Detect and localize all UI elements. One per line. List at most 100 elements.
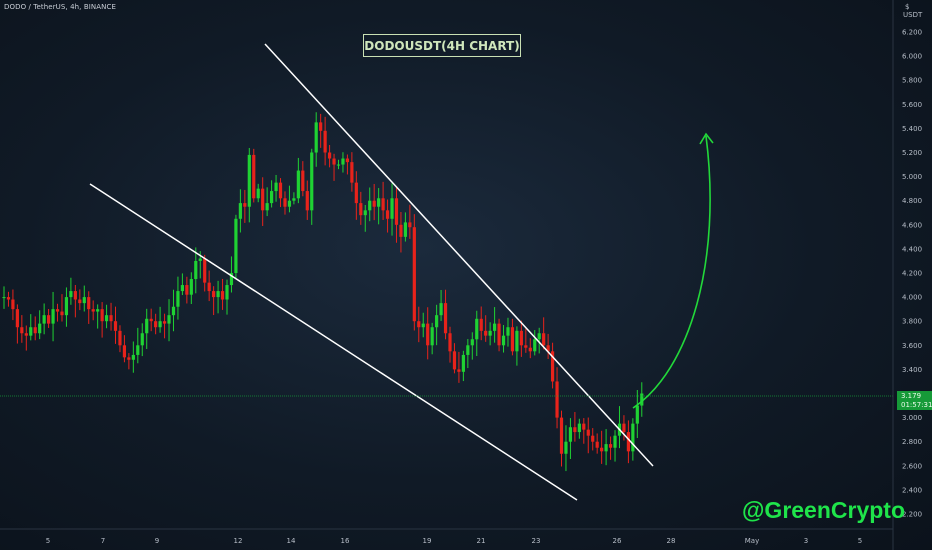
- candle-body: [497, 323, 501, 346]
- candle-body: [296, 170, 300, 199]
- time-tick-label: 7: [101, 537, 105, 545]
- candle-body: [122, 345, 127, 358]
- time-tick-label: 14: [287, 537, 296, 545]
- candle-body: [167, 315, 171, 324]
- candle-body: [15, 309, 19, 328]
- candle-body: [220, 291, 225, 300]
- candle-body: [323, 130, 327, 153]
- candle-body: [573, 427, 577, 433]
- candle-body: [568, 427, 573, 442]
- candle-body: [203, 258, 207, 283]
- candle-body: [180, 285, 184, 292]
- price-tick-label: 3.600: [902, 342, 922, 350]
- chart-title-box: DODOUSDT(4H CHART): [363, 34, 521, 57]
- candle-body: [439, 303, 443, 316]
- candle-body: [381, 198, 385, 211]
- candle-body: [412, 227, 416, 322]
- candle-body: [586, 429, 590, 436]
- projection-arrowhead: [699, 132, 714, 145]
- time-axis[interactable]: 5 7 9 12 14 16 19 21 23 26 28 May 3 5: [0, 0, 894, 550]
- candle-body: [109, 315, 113, 322]
- price-tick-label: 4.000: [902, 294, 922, 302]
- candle-body: [212, 291, 216, 298]
- candle-body: [51, 309, 55, 324]
- time-tick-label: 16: [341, 537, 350, 545]
- candle-body: [229, 273, 234, 286]
- candle-body: [555, 381, 559, 418]
- candle-body: [60, 311, 64, 316]
- candle-body: [24, 333, 28, 336]
- candle-body: [470, 339, 474, 346]
- author-watermark: @GreenCrypto: [742, 497, 906, 523]
- price-tick-label: 3.000: [902, 414, 922, 422]
- price-tick-label: 2.600: [902, 462, 922, 470]
- candle-body: [524, 345, 528, 348]
- candle-body: [136, 345, 140, 355]
- candle-body: [591, 435, 595, 442]
- price-tick-label: 5.400: [902, 125, 922, 133]
- candle-body: [225, 285, 229, 300]
- candle-body: [87, 297, 91, 310]
- candle-body: [421, 323, 425, 328]
- candle-body: [359, 203, 363, 216]
- current-price-tag: 3.179 01:57:31: [897, 391, 932, 410]
- candle-body: [430, 327, 434, 346]
- candle-body: [127, 357, 131, 360]
- candle-body: [140, 333, 144, 346]
- upper-trendline: [264, 43, 654, 467]
- candle-body: [154, 321, 158, 328]
- candle-body: [341, 158, 345, 165]
- candle-body: [475, 318, 479, 340]
- candle-body: [158, 321, 162, 328]
- candle-body: [319, 122, 323, 131]
- candle-body: [185, 285, 189, 295]
- candle-body: [345, 158, 350, 163]
- candle-body: [131, 354, 135, 360]
- price-tick-label: 4.600: [902, 221, 922, 229]
- candle-body: [626, 432, 630, 452]
- candle-body: [96, 309, 100, 312]
- candle-body: [198, 258, 202, 261]
- candle-body: [582, 423, 586, 430]
- candle-body: [595, 441, 599, 448]
- candle-body: [69, 291, 73, 298]
- candle-body: [488, 330, 492, 336]
- candle-body: [270, 191, 274, 204]
- candle-body: [216, 291, 220, 298]
- candle-body: [265, 203, 269, 211]
- candle-body: [47, 315, 51, 324]
- drawing-overlays: [0, 43, 893, 501]
- candle-body: [149, 318, 153, 322]
- time-tick-label: May: [745, 537, 759, 545]
- candle-body: [64, 297, 69, 316]
- time-tick-label: 5: [46, 537, 50, 545]
- candle-body: [350, 162, 354, 183]
- candle-body: [194, 260, 198, 280]
- price-tick-label: 4.200: [902, 270, 922, 278]
- candle-body: [305, 191, 309, 211]
- candle-body: [314, 122, 318, 153]
- candle-body: [635, 405, 639, 424]
- price-tick-label: 4.800: [902, 197, 922, 205]
- candle-body: [372, 200, 376, 207]
- candle-body: [577, 423, 581, 433]
- candle-body: [385, 210, 390, 219]
- symbol-title[interactable]: DODO / TetherUS, 4h, BINANCE: [4, 3, 116, 11]
- candle-body: [336, 164, 341, 166]
- time-tick-label: 28: [667, 537, 676, 545]
- candle-body: [301, 170, 305, 192]
- price-tick-label: 5.000: [902, 173, 922, 181]
- price-tick-label: 6.200: [902, 29, 922, 37]
- price-tick-label: 2.400: [902, 486, 922, 494]
- price-tick-label: 3.400: [902, 366, 922, 374]
- candle-body: [390, 198, 394, 219]
- price-tick-label: 5.600: [902, 101, 922, 109]
- price-axis[interactable]: 6.200 6.000 5.800 5.600 5.400 5.200 5.000 4.800…: [902, 29, 922, 519]
- candle-body: [100, 309, 104, 322]
- candle-body: [78, 299, 82, 304]
- candle-body: [171, 306, 176, 316]
- candle-body: [327, 152, 332, 159]
- candle-body: [546, 345, 550, 352]
- candle-body: [274, 182, 278, 192]
